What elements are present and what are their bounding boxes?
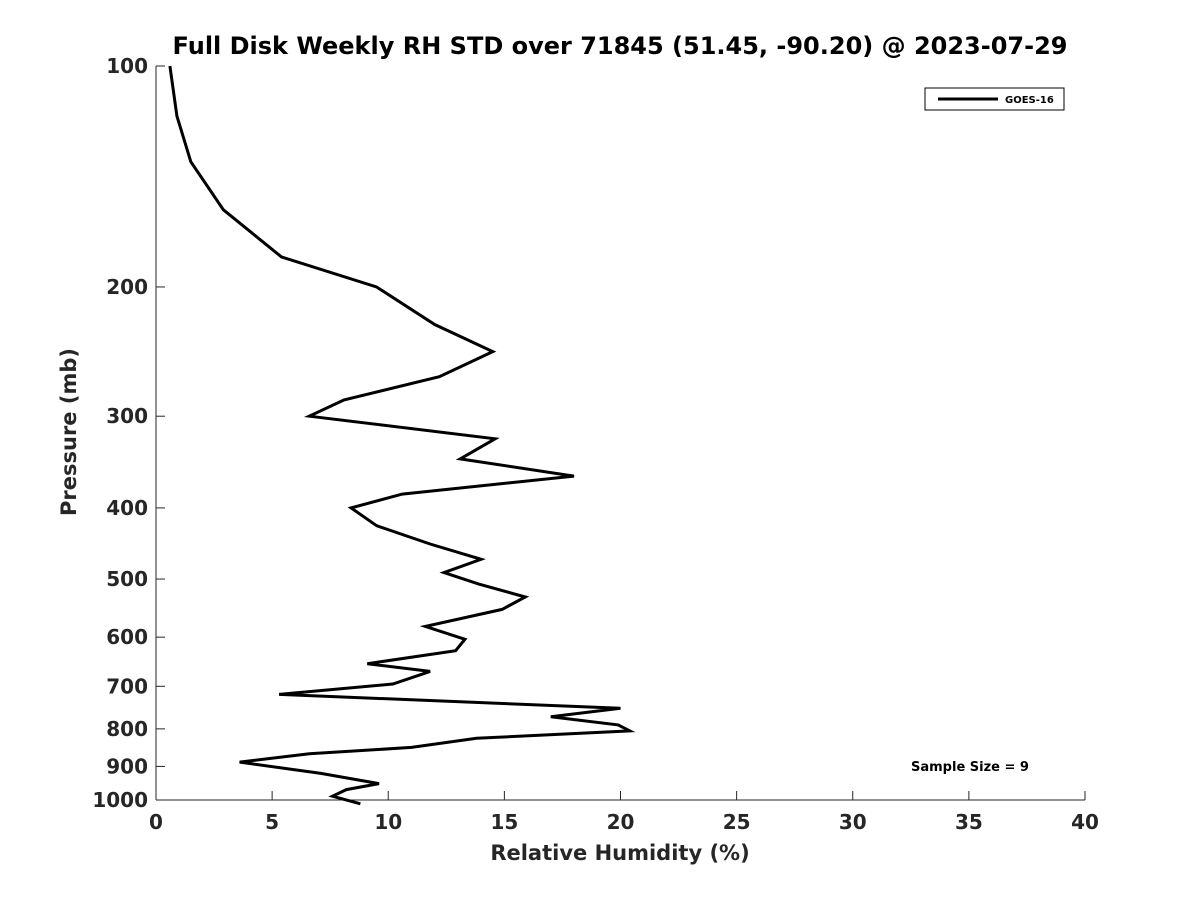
y-tick-label: 800 <box>106 717 148 741</box>
y-tick-label: 200 <box>106 275 148 299</box>
legend-entry-goes16: GOES-16 <box>1005 95 1054 106</box>
y-axis-label: Pressure (mb) <box>57 348 81 516</box>
y-tick-label: 400 <box>106 496 148 520</box>
x-tick-label: 15 <box>490 810 518 834</box>
y-tick-label: 900 <box>106 754 148 778</box>
x-tick-label: 20 <box>607 810 635 834</box>
y-tick-label: 600 <box>106 625 148 649</box>
series-lines <box>168 65 636 806</box>
y-tick-label: 700 <box>106 674 148 698</box>
x-tick-label: 10 <box>374 810 402 834</box>
y-tick-label: 300 <box>106 404 148 428</box>
x-tick-label: 35 <box>955 810 983 834</box>
y-tick-label: 1000 <box>92 788 148 812</box>
legend: GOES-16 <box>924 87 1065 111</box>
plot-axes <box>155 66 1085 801</box>
x-tick-label: 0 <box>149 810 163 834</box>
x-axis-label: Relative Humidity (%) <box>490 841 749 865</box>
y-tick-label: 500 <box>106 567 148 591</box>
x-tick-label: 25 <box>723 810 751 834</box>
series-line-goes16 <box>168 65 636 806</box>
x-tick-label: 40 <box>1071 810 1099 834</box>
y-tick-label: 100 <box>106 54 148 78</box>
x-tick-label: 5 <box>265 810 279 834</box>
chart-title: Full Disk Weekly RH STD over 71845 (51.4… <box>173 32 1068 60</box>
x-tick-label: 30 <box>839 810 867 834</box>
axis-ticks: 0 5 10 15 20 25 30 35 40 100 200 300 400 500 600 700 800… <box>92 54 1099 834</box>
sample-size-note: Sample Size = 9 <box>911 760 1029 775</box>
